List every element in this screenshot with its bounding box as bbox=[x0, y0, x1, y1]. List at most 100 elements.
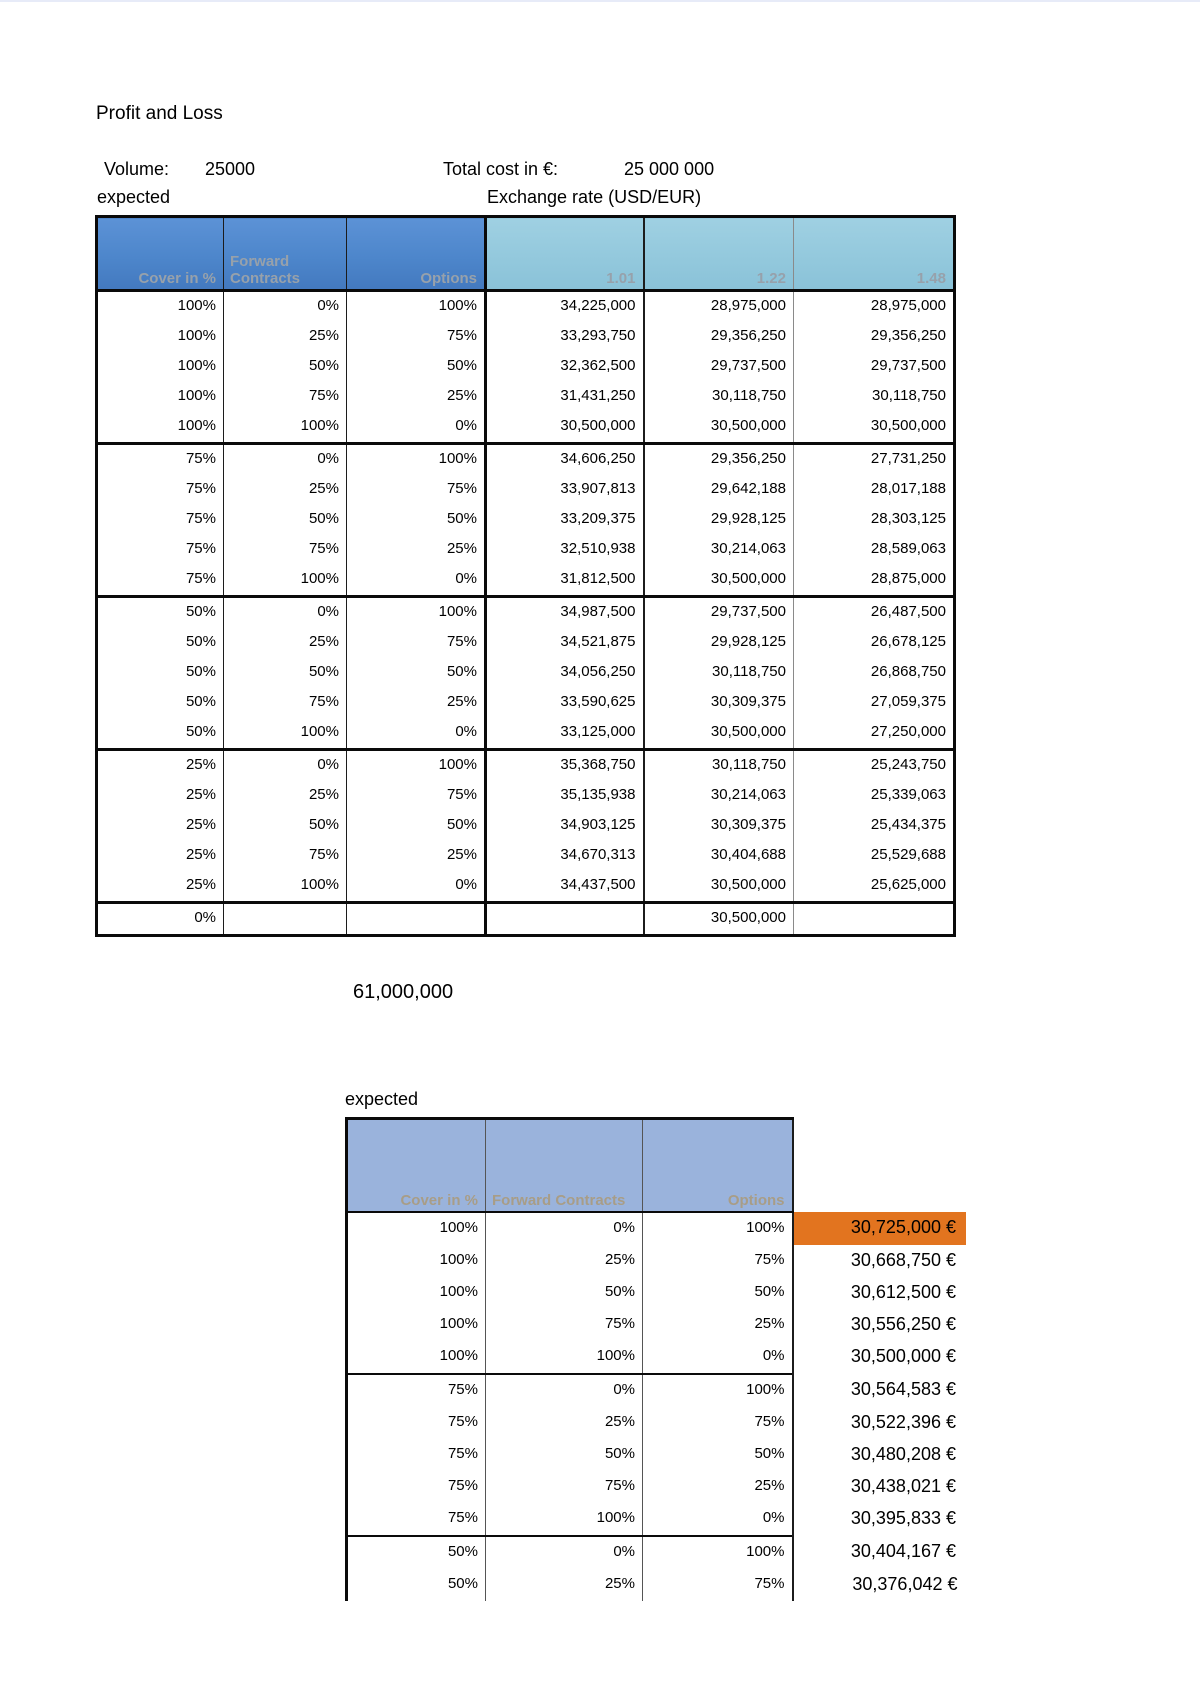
cell: 75% bbox=[223, 535, 347, 565]
cell: 25% bbox=[346, 535, 487, 565]
table-row: 50% 75% 25% 33,590,625 30,309,375 27,059,375 bbox=[95, 688, 956, 718]
cell: 75% bbox=[95, 565, 224, 597]
cell: 34,056,250 bbox=[485, 658, 645, 688]
cell: 29,737,500 bbox=[793, 352, 956, 382]
cell: 75% bbox=[642, 1245, 794, 1277]
cell: 75% bbox=[485, 1471, 643, 1503]
cell: 100% bbox=[345, 1341, 486, 1374]
cell: 30,309,375 bbox=[643, 688, 794, 718]
table-row: 50% 100% 0% 33,125,000 30,500,000 27,250,000 bbox=[95, 718, 956, 750]
cell: 50% bbox=[223, 658, 347, 688]
cell: 100% bbox=[95, 322, 224, 352]
cell: 0% bbox=[223, 290, 347, 322]
table-row: 50% 25% 75% 30,376,042 € bbox=[345, 1569, 968, 1601]
cell: 75% bbox=[345, 1373, 486, 1407]
cell bbox=[793, 901, 956, 937]
table-row: 100% 50% 50% 30,612,500 € bbox=[345, 1277, 968, 1309]
cell: 25% bbox=[95, 781, 224, 811]
table-row: 75% 0% 100% 34,606,250 29,356,250 27,731,250 bbox=[95, 442, 956, 475]
cell: 30,214,063 bbox=[643, 781, 794, 811]
cell: 75% bbox=[223, 841, 347, 871]
cell: 30,438,021 € bbox=[850, 1475, 956, 1496]
cell: 75% bbox=[95, 475, 224, 505]
header-cell: Forward Contracts bbox=[223, 215, 347, 292]
cell: 100% bbox=[345, 1277, 486, 1309]
expected-label-top: expected bbox=[97, 187, 171, 207]
table-row: 50% 0% 100% 34,987,500 29,737,500 26,487,500 bbox=[95, 595, 956, 628]
cell: 75% bbox=[346, 781, 487, 811]
header-cell: Cover in % bbox=[95, 215, 224, 292]
cell: 25% bbox=[95, 748, 224, 781]
cell: 30,500,000 bbox=[485, 412, 645, 444]
cell: 35,368,750 bbox=[485, 748, 645, 781]
cell: 50% bbox=[95, 595, 224, 628]
cell: 0% bbox=[346, 718, 487, 750]
table-row: 50% 0% 100% 30,404,167 € bbox=[345, 1535, 968, 1569]
cell: 50% bbox=[95, 718, 224, 750]
cell: 50% bbox=[223, 505, 347, 535]
table-row: 75% 100% 0% 31,812,500 30,500,000 28,875,000 bbox=[95, 565, 956, 597]
cell: 29,356,250 bbox=[643, 442, 794, 475]
table-row: 100% 100% 0% 30,500,000 30,500,000 30,500,000 bbox=[95, 412, 956, 444]
cell: 34,225,000 bbox=[485, 290, 645, 322]
cell: 25% bbox=[346, 841, 487, 871]
header-cell: Forward Contracts bbox=[485, 1117, 643, 1213]
cell: 75% bbox=[345, 1407, 486, 1439]
total-cost-value: 25 000 000 bbox=[624, 159, 715, 179]
table-row: 75% 75% 25% 32,510,938 30,214,063 28,589,063 bbox=[95, 535, 956, 565]
cell: 27,731,250 bbox=[793, 442, 956, 475]
cell: 50% bbox=[95, 688, 224, 718]
cell: 33,293,750 bbox=[485, 322, 645, 352]
table-row: 75% 0% 100% 30,564,583 € bbox=[345, 1373, 968, 1407]
cell: 30,480,208 € bbox=[850, 1443, 956, 1464]
table-row: 25% 50% 50% 34,903,125 30,309,375 25,434,375 bbox=[95, 811, 956, 841]
cell: 30,118,750 bbox=[793, 382, 956, 412]
table-row: 75% 25% 75% 33,907,813 29,642,188 28,017,188 bbox=[95, 475, 956, 505]
cell: 30,404,167 € bbox=[850, 1541, 956, 1562]
cell: 26,868,750 bbox=[793, 658, 956, 688]
cell: 100% bbox=[485, 1503, 643, 1536]
cell: 30,118,750 bbox=[643, 748, 794, 781]
cell: 29,737,500 bbox=[643, 352, 794, 382]
cell: 25,529,688 bbox=[793, 841, 956, 871]
cell: 100% bbox=[485, 1341, 643, 1374]
table-row: 100% 75% 25% 31,431,250 30,118,750 30,118,750 bbox=[95, 382, 956, 412]
cell: 25% bbox=[642, 1309, 794, 1341]
cell bbox=[346, 901, 487, 937]
cell: 75% bbox=[345, 1471, 486, 1503]
table-row: 100% 25% 75% 33,293,750 29,356,250 29,356,250 bbox=[95, 322, 956, 352]
cell: 26,678,125 bbox=[793, 628, 956, 658]
cell: 75% bbox=[642, 1569, 794, 1601]
cell: 25,243,750 bbox=[793, 748, 956, 781]
cell: 100% bbox=[346, 290, 487, 322]
cell: 50% bbox=[346, 811, 487, 841]
header-cell: Cover in % bbox=[345, 1117, 486, 1213]
cell: 25,434,375 bbox=[793, 811, 956, 841]
cell: 100% bbox=[95, 382, 224, 412]
cell: 50% bbox=[642, 1277, 794, 1309]
table-row: 25% 25% 75% 35,135,938 30,214,063 25,339,063 bbox=[95, 781, 956, 811]
table-row: 75% 50% 50% 33,209,375 29,928,125 28,303,125 bbox=[95, 505, 956, 535]
cell: 30,500,000 bbox=[643, 901, 794, 937]
table-row: 25% 100% 0% 34,437,500 30,500,000 25,625,000 bbox=[95, 871, 956, 903]
cell: 30,564,583 € bbox=[850, 1379, 956, 1400]
cell: 34,987,500 bbox=[485, 595, 645, 628]
cell: 0% bbox=[95, 901, 224, 937]
cell: 50% bbox=[223, 352, 347, 382]
cell: 25% bbox=[223, 781, 347, 811]
cell: 35,135,938 bbox=[485, 781, 645, 811]
cell: 50% bbox=[345, 1535, 486, 1569]
cell: 100% bbox=[345, 1309, 486, 1341]
cell: 26,487,500 bbox=[793, 595, 956, 628]
cell: 0% bbox=[485, 1535, 643, 1569]
cell: 100% bbox=[345, 1212, 486, 1245]
cell: 25% bbox=[95, 871, 224, 903]
cell: 28,017,188 bbox=[793, 475, 956, 505]
cell: 100% bbox=[95, 290, 224, 322]
expected-label-bottom: expected bbox=[345, 1089, 419, 1109]
table-row: 100% 0% 100% 30,725,000 € bbox=[345, 1212, 968, 1245]
cell: 50% bbox=[642, 1439, 794, 1471]
header-cell: 1.01 bbox=[485, 215, 645, 292]
cell: 30,118,750 bbox=[643, 382, 794, 412]
cell: 25% bbox=[346, 688, 487, 718]
